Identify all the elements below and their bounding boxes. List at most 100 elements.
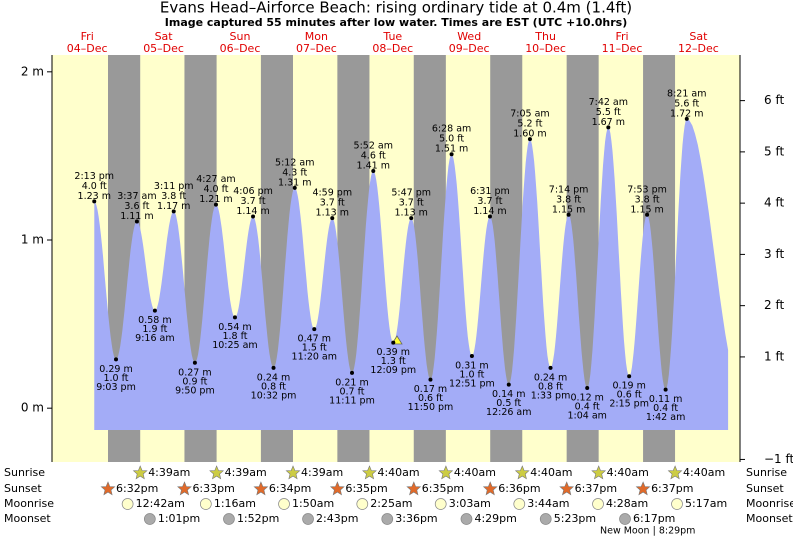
extreme-meters: 1.17 m xyxy=(157,201,190,212)
extreme-dot xyxy=(171,209,176,214)
extreme-time: 7:05 am xyxy=(510,109,549,120)
extreme-feet: 0.5 ft xyxy=(496,398,521,409)
extreme-dot xyxy=(566,212,571,217)
row-label: Sunset xyxy=(4,482,42,495)
sun-icon xyxy=(253,481,269,496)
row-time: 5:23pm xyxy=(554,512,596,525)
extreme-feet: 1.9 ft xyxy=(142,324,167,335)
extreme-meters: 1.13 m xyxy=(316,208,349,219)
row-time: 4:39am xyxy=(301,466,343,479)
extreme-dot xyxy=(114,357,119,362)
extreme-dot xyxy=(527,137,532,142)
row-time: 12:42am xyxy=(136,497,185,510)
extreme-meters: 0.12 m xyxy=(570,393,603,404)
extreme-feet: 5.6 ft xyxy=(674,98,699,109)
chart-title: Evans Head–Airforce Beach: rising ordina… xyxy=(160,0,632,17)
row-label: Sunrise xyxy=(4,466,45,479)
day-date: 11–Dec xyxy=(602,42,643,55)
extreme-time: 11:11 pm xyxy=(329,395,375,406)
sun-icon xyxy=(100,481,116,496)
extreme-dot xyxy=(428,377,433,382)
row-time: 4:40am xyxy=(530,466,572,479)
extreme-time: 2:13 pm xyxy=(74,171,114,182)
extreme-dot xyxy=(627,374,632,379)
row-label: Moonset xyxy=(4,512,51,525)
extreme-dot xyxy=(350,370,355,375)
day-name: Sat xyxy=(689,30,708,43)
extreme-time: 4:06 pm xyxy=(233,186,273,197)
row-label-right: Sunset xyxy=(746,482,784,495)
day-name: Sat xyxy=(155,30,174,43)
extreme-meters: 0.58 m xyxy=(138,315,171,326)
day-name: Thu xyxy=(534,30,556,43)
row-time: 4:39am xyxy=(148,466,190,479)
day-name: Mon xyxy=(305,30,328,43)
day-date: 07–Dec xyxy=(296,42,337,55)
extreme-dot xyxy=(312,327,317,332)
extreme-meters: 0.39 m xyxy=(377,347,410,358)
row-time: 4:40am xyxy=(607,466,649,479)
row-time: 6:35pm xyxy=(345,482,387,495)
extreme-dot xyxy=(232,315,237,320)
extreme-dot xyxy=(251,214,256,219)
extreme-time: 1:33 pm xyxy=(531,390,571,401)
y2-tick-label: 4 ft xyxy=(764,196,784,210)
moon-icon xyxy=(223,513,235,525)
extreme-feet: 5.5 ft xyxy=(596,107,621,118)
extreme-meters: 1.51 m xyxy=(435,144,468,155)
extreme-dot xyxy=(606,125,611,130)
extreme-meters: 1.72 m xyxy=(670,108,703,119)
row-time: 6:34pm xyxy=(269,482,311,495)
extreme-time: 8:21 am xyxy=(667,88,706,99)
extreme-time: 6:28 am xyxy=(432,124,471,135)
sun-icon xyxy=(209,465,225,480)
extreme-meters: 0.24 m xyxy=(257,372,290,383)
extreme-meters: 0.14 m xyxy=(492,389,525,400)
extreme-meters: 0.11 m xyxy=(649,394,682,405)
extreme-feet: 3.7 ft xyxy=(320,198,345,209)
day-date: 06–Dec xyxy=(220,42,261,55)
y2-tick-label: 1 ft xyxy=(764,349,784,363)
extreme-dot xyxy=(548,365,553,370)
extreme-meters: 1.13 m xyxy=(394,208,427,219)
day-date: 10–Dec xyxy=(525,42,566,55)
extreme-time: 3:37 am xyxy=(117,191,156,202)
sun-icon xyxy=(132,465,148,480)
row-time: 4:40am xyxy=(377,466,419,479)
day-name: Sun xyxy=(230,30,251,43)
extreme-dot xyxy=(487,214,492,219)
extreme-feet: 3.6 ft xyxy=(124,201,149,212)
row-time: 4:28am xyxy=(606,497,648,510)
tide-area xyxy=(94,118,729,431)
row-time: 2:43pm xyxy=(316,512,358,525)
extreme-time: 1:04 am xyxy=(567,411,606,422)
row-time: 3:03am xyxy=(449,497,491,510)
extreme-feet: 0.4 ft xyxy=(653,403,678,414)
row-time: 4:29pm xyxy=(474,512,516,525)
sun-icon xyxy=(329,481,345,496)
row-time: 5:17am xyxy=(685,497,727,510)
extreme-time: 6:31 pm xyxy=(470,186,510,197)
extreme-dot xyxy=(663,387,668,392)
extreme-time: 12:09 pm xyxy=(370,365,416,376)
day-name: Tue xyxy=(382,30,402,43)
day-date: 08–Dec xyxy=(372,42,413,55)
extreme-time: 5:12 am xyxy=(275,157,314,168)
moon-icon xyxy=(513,498,526,510)
row-time: 6:17pm xyxy=(633,512,675,525)
row-time: 1:50am xyxy=(292,497,334,510)
extreme-meters: 0.17 m xyxy=(414,384,447,395)
sun-icon xyxy=(362,465,377,480)
y-tick-label: 0 m xyxy=(21,401,44,415)
moon-icon xyxy=(460,513,473,525)
extreme-time: 9:03 pm xyxy=(96,382,136,393)
extreme-time: 9:16 am xyxy=(135,333,174,344)
day-name: Fri xyxy=(81,30,94,43)
extreme-time: 2:15 pm xyxy=(609,399,649,410)
extreme-meters: 1.21 m xyxy=(199,194,232,205)
extreme-meters: 1.67 m xyxy=(592,117,625,128)
extreme-feet: 3.8 ft xyxy=(161,191,186,202)
extreme-meters: 1.14 m xyxy=(473,206,506,217)
day-date: 04–Dec xyxy=(67,42,108,55)
extreme-meters: 1.31 m xyxy=(278,177,311,188)
